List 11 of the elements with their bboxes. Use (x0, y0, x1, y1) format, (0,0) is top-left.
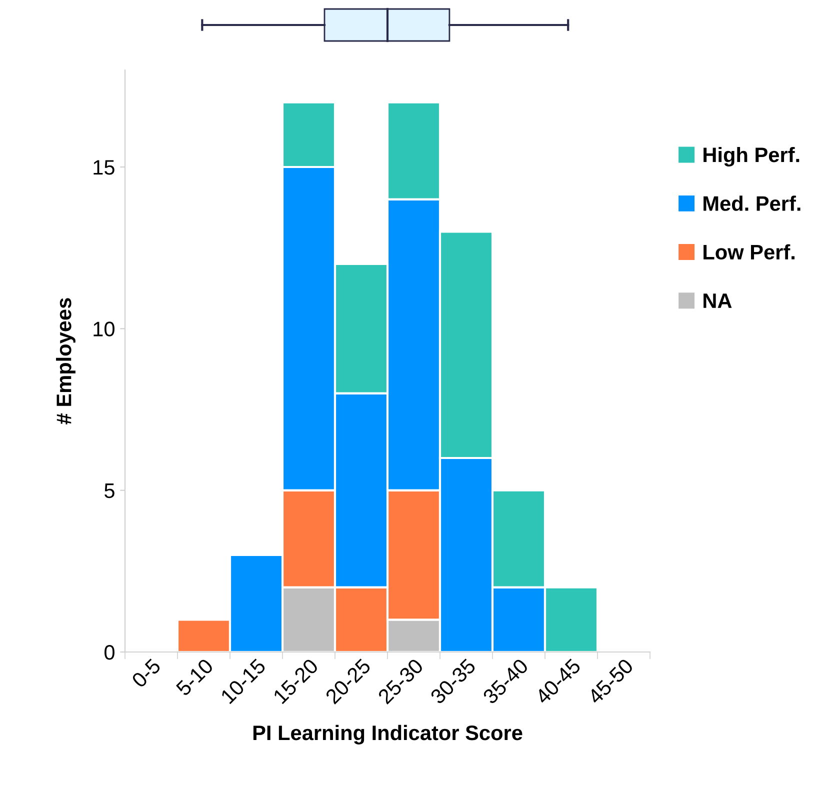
y-tick-label: 15 (94, 160, 114, 175)
x-axis-title: PI Learning Indicator Score (253, 724, 522, 744)
legend-label: High Perf. (704, 146, 800, 166)
legend-label: Low Perf. (704, 244, 794, 260)
legend-label: Med. Perf. (704, 196, 800, 211)
x-tick-label: 0-5 (130, 658, 162, 688)
y-tick-label: 0 (104, 645, 114, 660)
y-tick-label: 10 (94, 322, 114, 336)
y-axis-title: # Employees (56, 298, 76, 424)
y-tick-label: 5 (104, 484, 114, 498)
legend-label: NA (704, 294, 732, 308)
